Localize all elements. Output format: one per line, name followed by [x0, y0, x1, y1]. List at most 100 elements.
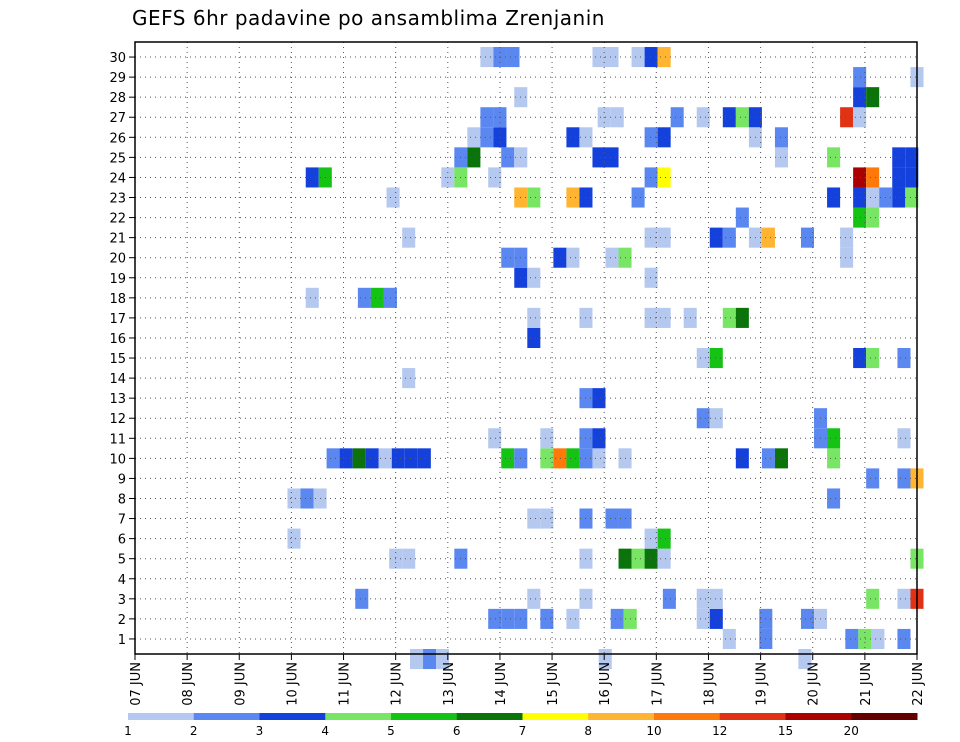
heatmap-cell [853, 107, 867, 128]
heatmap-cell [774, 127, 788, 148]
heatmap-cell [467, 127, 481, 148]
x-tick-label: 09 JUN [233, 662, 248, 706]
heatmap-cell [722, 307, 736, 328]
heatmap-cell [644, 167, 658, 188]
heatmap-cell [644, 548, 658, 569]
colorbar-label: 7 [519, 724, 527, 738]
heatmap-cell [386, 187, 400, 208]
plot-frame [134, 41, 918, 655]
heatmap-cell [287, 488, 301, 509]
heatmap-cell [391, 448, 405, 469]
heatmap-cell [527, 588, 541, 609]
y-tick-label: 25 [109, 151, 126, 166]
colorbar-label: 8 [584, 724, 592, 738]
heatmap-cell [827, 488, 841, 509]
heatmap-cell [892, 187, 906, 208]
heatmap-cell [696, 348, 710, 369]
colorbar-label: 5 [387, 724, 395, 738]
heatmap-cell [801, 608, 815, 629]
heatmap-cell [566, 448, 580, 469]
colorbar-segment [654, 713, 721, 720]
x-tick-label: 12 JUN [390, 662, 405, 706]
heatmap-cell [866, 167, 880, 188]
heatmap-cell [506, 47, 520, 68]
heatmap-cell [696, 107, 710, 128]
heatmap-cell [722, 227, 736, 248]
colorbar-segment [588, 713, 655, 720]
y-tick-label: 3 [118, 593, 126, 608]
y-tick-label: 2 [118, 613, 126, 628]
heatmap-cell [827, 448, 841, 469]
y-tick-label: 16 [109, 332, 126, 347]
colorbar-label: 4 [321, 724, 329, 738]
heatmap-cell [866, 87, 880, 108]
y-tick-label: 23 [109, 192, 126, 207]
y-tick-label: 20 [109, 252, 126, 267]
heatmap-cell [410, 648, 424, 670]
heatmap-cell [840, 227, 854, 248]
heatmap-cell [488, 608, 502, 629]
axis-ticks: 1234567891011121314151617181920212223242… [109, 51, 926, 706]
heatmap-cell [566, 608, 580, 629]
heatmap-cell [644, 267, 658, 288]
heatmap-cell [774, 147, 788, 168]
heatmap-cell [402, 368, 416, 389]
heatmap-cell [553, 448, 567, 469]
y-tick-label: 4 [118, 573, 126, 588]
colorbar-segment [719, 713, 786, 720]
heatmap-cell [735, 448, 749, 469]
heatmap-cell [709, 408, 723, 429]
x-tick-label: 18 JUN [702, 662, 717, 706]
heatmap-cell [897, 588, 911, 609]
y-tick-label: 30 [109, 51, 126, 66]
grid-lines [134, 42, 918, 654]
heatmap-cell [858, 628, 872, 649]
heatmap-cell [540, 508, 554, 529]
heatmap-cell [357, 287, 371, 308]
x-tick-label: 21 JUN [859, 662, 874, 706]
x-tick-label: 10 JUN [285, 662, 300, 706]
heatmap-cell [657, 548, 671, 569]
y-tick-label: 29 [109, 71, 126, 86]
x-tick-label: 20 JUN [807, 662, 822, 706]
colorbar-segment [391, 713, 458, 720]
colorbar-segment [522, 713, 589, 720]
heatmap-cell [897, 428, 911, 449]
heatmap-cell [592, 448, 606, 469]
heatmap-cell [592, 388, 606, 409]
colorbar-label: 20 [844, 724, 859, 738]
y-tick-label: 24 [109, 171, 126, 186]
heatmap-cell [339, 448, 353, 469]
x-tick-label: 08 JUN [181, 662, 196, 706]
heatmap-cell [761, 448, 775, 469]
y-tick-label: 17 [109, 312, 126, 327]
heatmap-cell [355, 588, 369, 609]
heatmap-cell [657, 528, 671, 549]
heatmap-cell [722, 628, 736, 649]
heatmap-cell [631, 187, 645, 208]
y-tick-label: 14 [109, 372, 126, 387]
y-tick-label: 9 [118, 472, 126, 487]
heatmap-cell [657, 127, 671, 148]
heatmap-cell [897, 468, 911, 489]
heatmap-cell [853, 207, 867, 228]
heatmap-cell [840, 107, 854, 128]
x-tick-label: 15 JUN [546, 662, 561, 706]
heatmap-cell [402, 227, 416, 248]
heatmap-cell [735, 107, 749, 128]
heatmap-cell [657, 167, 671, 188]
heatmap-cell [527, 508, 541, 529]
heatmap-cell [853, 348, 867, 369]
y-tick-label: 19 [109, 272, 126, 287]
heatmap-cell [892, 167, 906, 188]
x-tick-label: 22 JUN [911, 662, 926, 706]
heatmap-cell [404, 448, 418, 469]
x-tick-label: 07 JUN [129, 662, 144, 706]
heatmap-cell [480, 47, 494, 68]
colorbar-label: 12 [712, 724, 727, 738]
heatmap-cell [866, 187, 880, 208]
heatmap-cell [709, 608, 723, 629]
heatmap-cell [467, 147, 481, 168]
heatmap-cell [853, 187, 867, 208]
heatmap-cell [644, 528, 658, 549]
